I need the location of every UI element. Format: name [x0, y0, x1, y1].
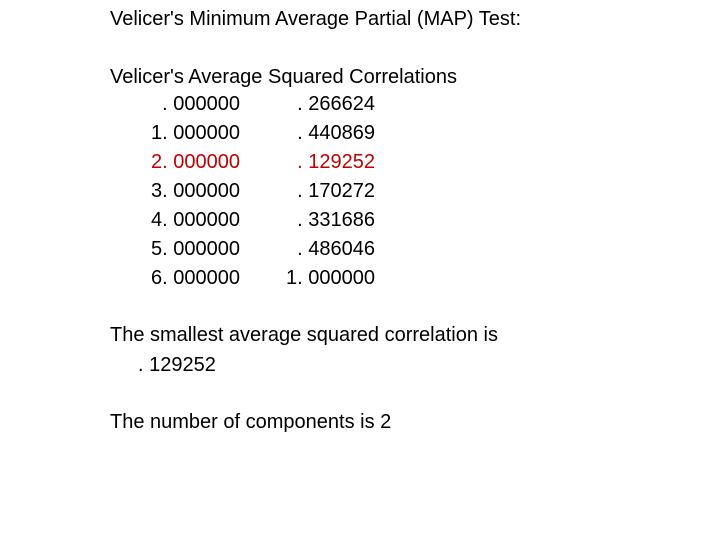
value-cell: . 331686: [297, 209, 375, 231]
table-row: 5. 000000 . 486046: [110, 238, 410, 267]
value-cell: . 129252: [297, 151, 375, 173]
factor-cell: 2. 000000: [151, 151, 240, 173]
table-heading: Velicer's Average Squared Correlations: [110, 66, 457, 88]
factor-cell: 3. 000000: [151, 180, 240, 202]
factor-cell: 1. 000000: [151, 122, 240, 144]
page-title: Velicer's Minimum Average Partial (MAP) …: [110, 8, 521, 30]
smallest-correlation-label: The smallest average squared correlation…: [110, 324, 498, 346]
value-cell: 1. 000000: [286, 267, 375, 289]
factor-cell: 5. 000000: [151, 238, 240, 260]
smallest-correlation-value: . 129252: [138, 354, 216, 376]
table-row: 4. 000000 . 331686: [110, 209, 410, 238]
table-row: 6. 000000 1. 000000: [110, 267, 410, 296]
table-row: 2. 000000 . 129252: [110, 151, 410, 180]
factor-cell: . 000000: [162, 93, 240, 115]
factor-cell: 4. 000000: [151, 209, 240, 231]
components-count-text: The number of components is 2: [110, 411, 392, 433]
table-row: . 000000 . 266624: [110, 93, 410, 122]
value-cell: . 486046: [297, 238, 375, 260]
factor-cell: 6. 000000: [151, 267, 240, 289]
value-cell: . 440869: [297, 122, 375, 144]
table-row: 1. 000000 . 440869: [110, 122, 410, 151]
table-row: 3. 000000 . 170272: [110, 180, 410, 209]
value-cell: . 266624: [297, 93, 375, 115]
value-cell: . 170272: [297, 180, 375, 202]
